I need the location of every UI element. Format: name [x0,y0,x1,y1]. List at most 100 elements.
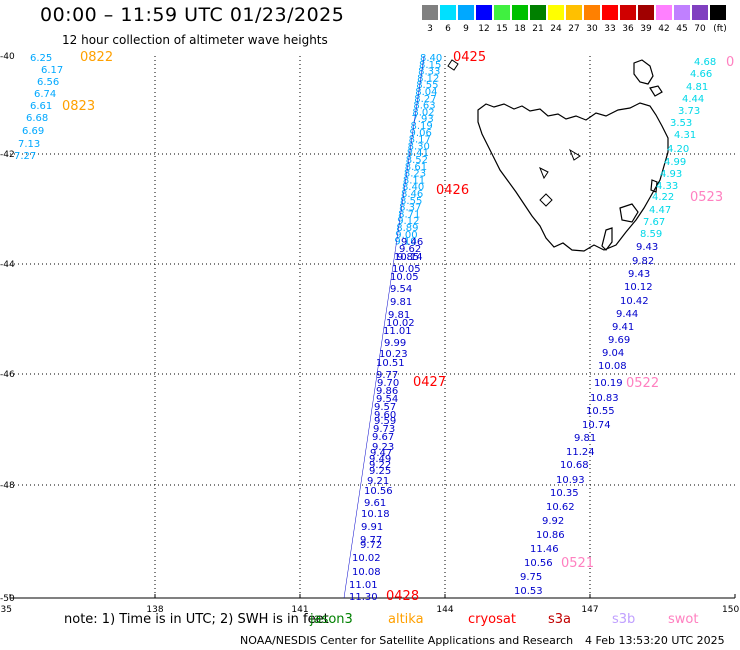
wave-height-label: 11.01 [383,326,412,337]
wave-height-label: 10.93 [556,475,585,486]
lat-tick-label: -40 [0,52,15,62]
lon-tick-label: 150 [722,605,739,615]
wave-height-label: 7.27 [14,151,36,162]
wave-height-label: 8.19 [411,121,433,132]
wave-height-label: 9.10 [394,237,416,248]
wave-height-label: 4.33 [656,181,678,192]
wave-height-label: 9.54 [390,284,412,295]
color-swatch [530,5,546,20]
wave-height-label: 4.20 [667,144,689,155]
coast-bump-1 [539,166,549,180]
color-swatch [440,5,456,20]
wave-height-label: 9.46 [401,237,423,248]
color-swatch [512,5,528,20]
wave-height-label: 9.54 [376,394,398,405]
color-scale-label: 36 [622,24,634,34]
wave-height-label: 4.31 [674,130,696,141]
satellite-legend-item: cryosat [468,612,516,627]
wave-height-label: 9.25 [369,466,391,477]
wave-height-label: 8.41 [407,148,429,159]
wave-height-label: 4.81 [686,82,708,93]
flinders-island [633,59,654,85]
color-swatch [476,5,492,20]
wave-height-label: 8.40 [402,182,424,193]
wave-height-label: 10.51 [376,358,405,369]
pass-time-label: 0 [726,55,734,70]
color-swatch [422,5,438,20]
lat-tick-label: -48 [0,481,15,491]
wave-height-label: 8.37 [399,203,421,214]
color-swatch [458,5,474,20]
wave-height-label: 6.25 [30,53,52,64]
coast-bump-2 [568,148,581,161]
wave-height-label: 10.12 [624,282,653,293]
wave-height-label: 9.69 [608,335,630,346]
wave-height-label: 6.56 [37,77,59,88]
wave-height-label: 9.77 [360,535,382,546]
wave-height-label: 10.02 [386,318,415,329]
wave-height-label: 8.55 [416,80,438,91]
wave-height-label: 9.12 [397,216,419,227]
wave-height-label: 8.27 [414,94,436,105]
track-line [343,55,425,599]
wave-height-label: 8.40 [420,53,442,64]
pass-time-label: 0823 [62,99,95,114]
wave-height-label: 9.81 [390,297,412,308]
color-scale-label: 70 [694,24,706,34]
wave-height-label: 9.49 [369,454,391,465]
lon-tick-label: 147 [581,605,598,615]
lon-tick-label: 138 [146,605,163,615]
satellite-legend-item: jason3 [310,612,353,627]
lon-tick-label: 141 [291,605,308,615]
wave-height-label: 10.05 [392,264,421,275]
color-scale-label: 45 [676,24,688,34]
pass-time-label: 0428 [386,589,419,604]
wave-height-label: 10.18 [361,509,390,520]
wave-height-label: 9.81 [574,433,596,444]
wave-height-label: 11.01 [349,580,378,591]
wave-height-label: 10.55 [586,406,615,417]
wave-height-label: 11.30 [349,592,378,603]
wave-height-label: 10.53 [514,586,543,597]
wave-height-label: 8.02 [412,107,434,118]
wave-height-label: 10.08 [598,361,627,372]
lat-lon-grid: 135 138 141 144 147 150 -40 -42 -44 -46 -48 -50 [0,52,739,615]
footer-organization: NOAA/NESDIS Center for Satellite Applica… [240,634,574,647]
wave-height-label: 4.47 [649,205,671,216]
wave-height-label: 8.71 [398,209,420,220]
pass-time-label: 0523 [690,190,723,205]
wave-height-label: 8.89 [396,223,418,234]
wave-height-label: 8.04 [415,87,437,98]
wave-height-label: 10.23 [379,349,408,360]
wave-height-label: 10.86 [536,530,565,541]
wave-height-label: 9.41 [612,322,634,333]
cape-barren-island [649,85,663,97]
wave-height-label: 3.53 [670,118,692,129]
maria-island [650,179,658,193]
tasman-peninsula [619,203,639,223]
wave-height-label: 9.72 [360,540,382,551]
color-scale-label: 21 [532,24,544,34]
wave-height-label: 9.75 [520,572,542,583]
wave-height-label: 10.62 [546,502,575,513]
wave-height-label: 9.23 [372,442,394,453]
wave-height-label: 9.73 [373,424,395,435]
wave-height-label: 4.99 [664,157,686,168]
lat-tick-label: -44 [0,260,15,270]
wave-height-label: 4.93 [660,169,682,180]
bruny-island [601,227,613,251]
color-swatch [656,5,672,20]
wave-height-label: 10.74 [582,420,611,431]
wave-height-label: 9.77 [376,370,398,381]
wave-height-label: 7.13 [18,139,40,150]
wave-height-label: 10.56 [364,486,393,497]
coast-bump-3 [539,193,553,207]
color-swatch [584,5,600,20]
wave-height-label: 9.47 [370,448,392,459]
lat-tick-label: -50 [0,594,15,604]
wave-height-label: 9.82 [632,256,654,267]
color-swatch [692,5,708,20]
wave-height-label: 9.81 [388,310,410,321]
lon-tick-label: 144 [436,605,453,615]
